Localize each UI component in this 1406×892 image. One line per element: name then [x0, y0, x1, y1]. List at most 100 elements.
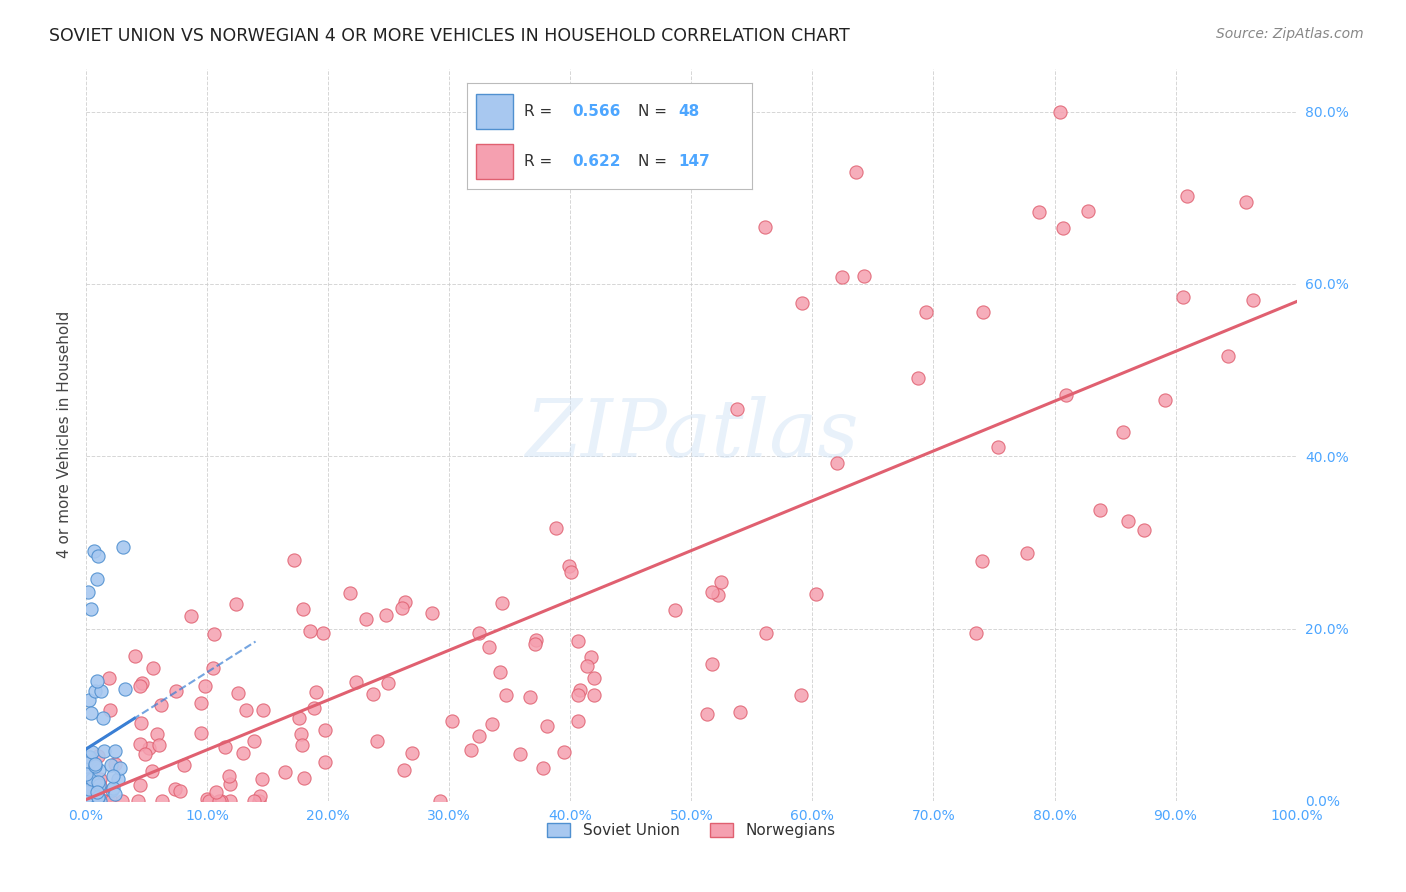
Text: ZIPatlas: ZIPatlas: [524, 396, 858, 474]
Point: [567, 633, 589, 648]
Point: [375, 607, 398, 622]
Point: [468, 729, 491, 743]
Point: [1049, 105, 1071, 120]
Point: [243, 793, 266, 807]
Point: [79, 781, 101, 796]
Point: [127, 794, 149, 808]
Point: [225, 597, 247, 611]
Point: [129, 716, 152, 731]
Point: [702, 584, 724, 599]
Point: [377, 676, 399, 690]
Point: [575, 659, 598, 673]
Point: [76, 791, 98, 805]
Point: [702, 657, 724, 672]
Point: [226, 686, 249, 700]
Point: [755, 626, 778, 640]
Legend: Soviet Union, Norwegians: Soviet Union, Norwegians: [541, 817, 841, 845]
Point: [235, 703, 257, 717]
Point: [76, 585, 98, 599]
Point: [344, 674, 367, 689]
Point: [108, 761, 131, 775]
Point: [87, 778, 110, 792]
Point: [1088, 502, 1111, 516]
Point: [100, 758, 122, 772]
Point: [242, 734, 264, 748]
Point: [134, 747, 156, 761]
Y-axis label: 4 or more Vehicles in Household: 4 or more Vehicles in Household: [58, 311, 72, 558]
Point: [247, 794, 270, 808]
Point: [195, 792, 218, 806]
Point: [314, 755, 336, 769]
Point: [1175, 189, 1198, 203]
Point: [128, 679, 150, 693]
Point: [86, 572, 108, 586]
Point: [107, 772, 129, 787]
Point: [101, 781, 124, 796]
Point: [252, 703, 274, 717]
Point: [1028, 204, 1050, 219]
Point: [536, 719, 558, 733]
Point: [98, 671, 121, 685]
Point: [202, 661, 225, 675]
Point: [79, 750, 101, 764]
Point: [87, 789, 110, 804]
Point: [80, 785, 103, 799]
Point: [531, 761, 554, 775]
Point: [567, 714, 589, 728]
Point: [288, 710, 311, 724]
Point: [392, 763, 415, 777]
Point: [152, 794, 174, 808]
Point: [440, 714, 463, 728]
Point: [77, 782, 100, 797]
Point: [569, 682, 592, 697]
Point: [478, 640, 501, 655]
Point: [90, 684, 112, 698]
Point: [1171, 290, 1194, 304]
Point: [725, 401, 748, 416]
Point: [169, 784, 191, 798]
Point: [89, 794, 111, 808]
Point: [87, 774, 110, 789]
Point: [97, 794, 120, 808]
Point: [987, 440, 1010, 454]
Point: [80, 781, 103, 796]
Point: [491, 596, 513, 610]
Point: [806, 587, 828, 601]
Point: [180, 609, 202, 624]
Point: [581, 650, 603, 665]
Point: [560, 565, 582, 579]
Point: [87, 748, 110, 763]
Point: [89, 779, 111, 793]
Point: [208, 794, 231, 808]
Point: [165, 684, 187, 698]
Point: [526, 632, 548, 647]
Point: [1017, 546, 1039, 560]
Point: [274, 765, 297, 780]
Point: [77, 766, 100, 780]
Point: [290, 726, 312, 740]
Point: [129, 737, 152, 751]
Point: [468, 626, 491, 640]
Point: [111, 540, 134, 554]
Point: [907, 371, 929, 385]
Point: [1241, 293, 1264, 308]
Point: [582, 671, 605, 685]
Point: [150, 698, 173, 712]
Point: [218, 794, 240, 808]
Point: [790, 688, 813, 702]
Point: [1077, 204, 1099, 219]
Point: [546, 521, 568, 535]
Point: [77, 789, 100, 804]
Point: [420, 606, 443, 620]
Point: [79, 786, 101, 800]
Point: [138, 741, 160, 756]
Point: [218, 769, 240, 783]
Point: [148, 738, 170, 752]
Point: [91, 711, 114, 725]
Point: [83, 544, 105, 558]
Point: [557, 558, 579, 573]
Point: [695, 707, 717, 722]
Point: [339, 585, 361, 599]
Point: [1133, 523, 1156, 537]
Point: [75, 756, 97, 770]
